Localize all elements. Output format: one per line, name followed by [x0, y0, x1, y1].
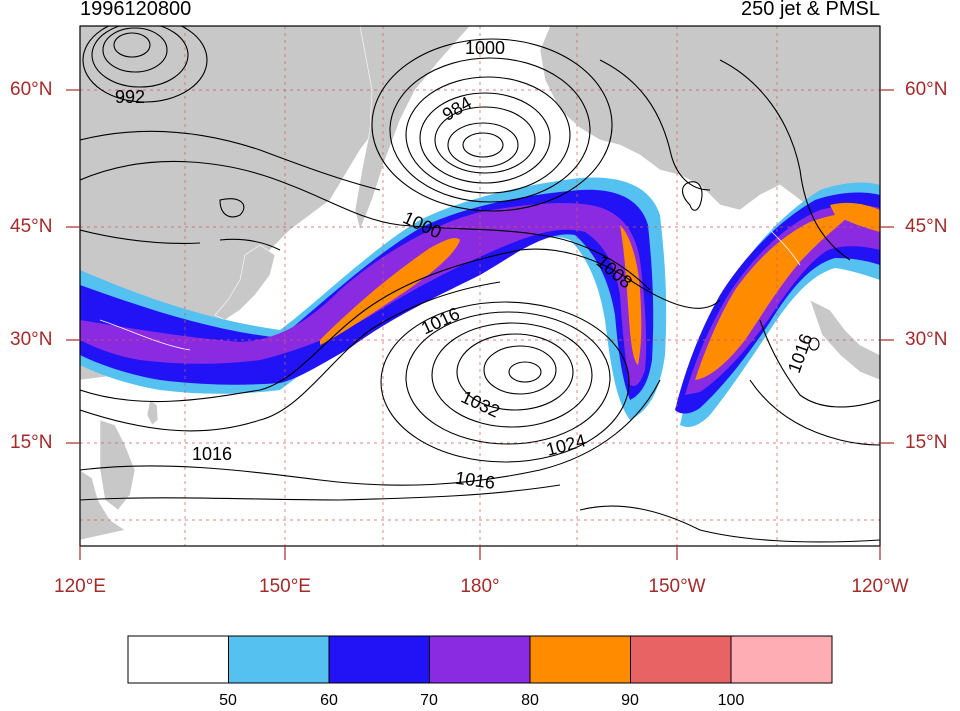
lon-label-120w: 120°W — [851, 576, 909, 597]
colorbar-box-1 — [228, 635, 330, 684]
jet-stream-shading — [80, 177, 880, 427]
colorbar-box-2 — [328, 635, 430, 684]
colorbar-label-100: 100 — [717, 692, 745, 709]
colorbar-label-90: 90 — [621, 692, 639, 709]
colorbar-box-4 — [529, 635, 631, 684]
colorbar-box-6 — [730, 635, 833, 684]
field-title: 250 jet & PMSL — [741, 0, 880, 20]
lat-label-45n-left: 45°N — [10, 216, 53, 237]
jet-core-west — [80, 177, 667, 420]
axis-ticks — [66, 89, 894, 560]
lat-label-30n-right: 30°N — [905, 329, 948, 350]
lon-label-120e: 120°E — [54, 576, 106, 597]
colorbar-label-70: 70 — [420, 692, 438, 709]
colorbar-box-3 — [429, 635, 531, 684]
philippines — [99, 419, 136, 511]
coastlines — [99, 229, 801, 351]
japan-islands — [214, 244, 276, 321]
colorbar-label-60: 60 — [320, 692, 338, 709]
taiwan — [146, 399, 159, 426]
lat-label-30n-left: 30°N — [10, 329, 53, 350]
isobars — [80, 26, 880, 543]
isobar-label-1000-north: 1000 — [465, 38, 505, 58]
lon-label-150e: 150°E — [259, 576, 311, 597]
colorbar-label-80: 80 — [521, 692, 539, 709]
lon-label-180: 180° — [460, 576, 500, 597]
plot-area: 1000 992 984 1000 1008 1016 1032 1024 10… — [80, 26, 880, 546]
isobar-label-992: 992 — [115, 87, 145, 107]
lat-label-45n-right: 45°N — [905, 216, 948, 237]
isobar-label-1016-west: 1016 — [192, 444, 232, 464]
colorbar-label-50: 50 — [219, 692, 237, 709]
lon-label-150w: 150°W — [648, 576, 706, 597]
colorbar-box-5 — [630, 635, 732, 684]
high-center-pacific — [508, 361, 542, 383]
lat-label-15n-right: 15°N — [905, 432, 948, 453]
colorbar-box-0 — [127, 635, 229, 684]
jet-core-east — [675, 182, 880, 427]
colorbar — [127, 635, 833, 684]
kamchatka — [354, 26, 471, 231]
date-title: 1996120800 — [80, 0, 192, 20]
low-center-kamchatka — [462, 132, 504, 158]
lat-label-60n-left: 60°N — [10, 79, 53, 100]
lat-label-15n-left: 15°N — [10, 432, 53, 453]
lat-label-60n-right: 60°N — [905, 79, 948, 100]
low-center-siberia — [113, 32, 151, 58]
